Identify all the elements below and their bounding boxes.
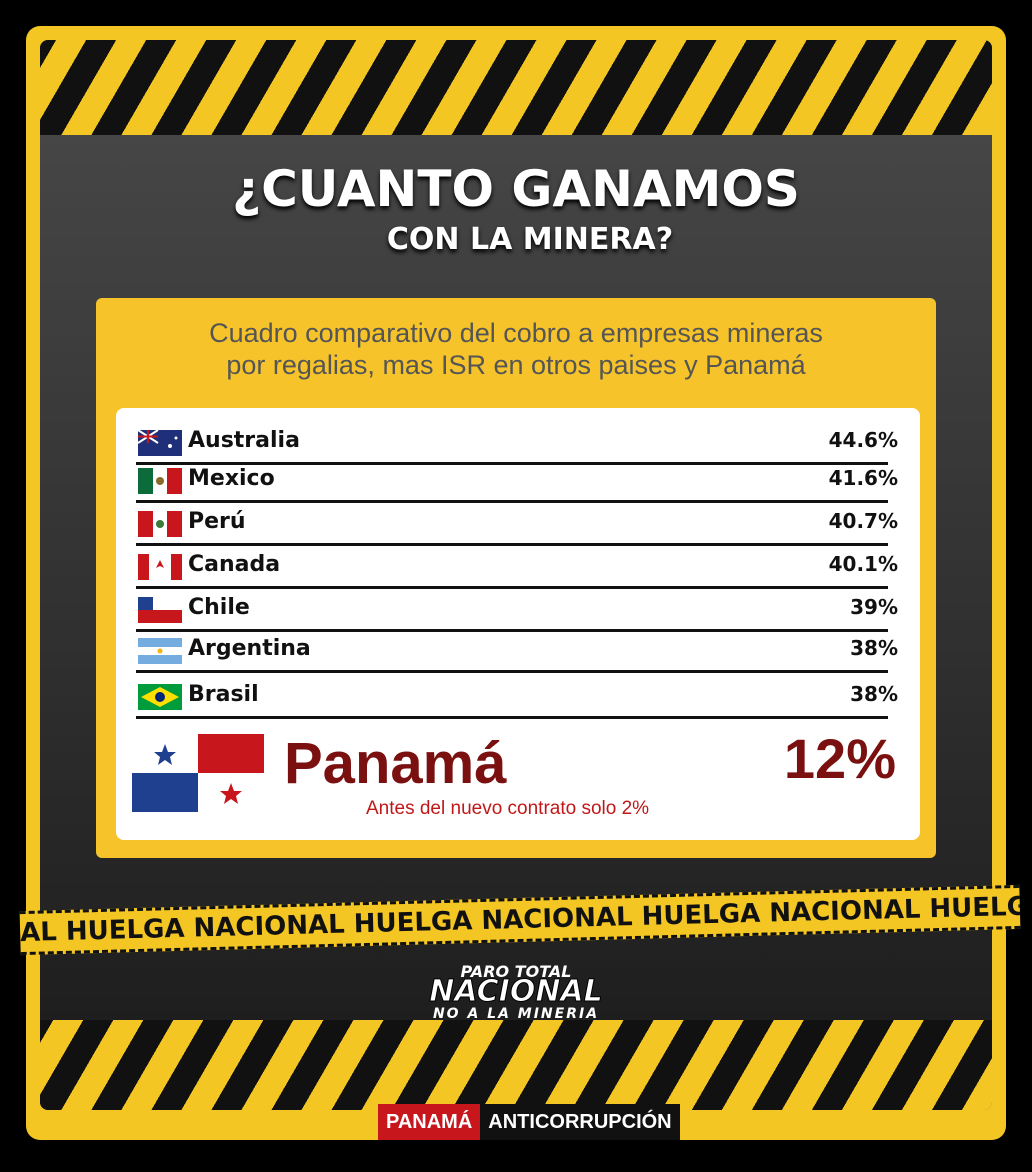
- country-row: Australia 44.6%: [136, 422, 898, 465]
- country-value: 38%: [850, 636, 898, 660]
- country-value: 39%: [850, 595, 898, 619]
- country-row: Perú 40.7%: [136, 503, 898, 546]
- country-value: 40.1%: [828, 552, 898, 576]
- country-value: 44.6%: [828, 428, 898, 452]
- flag: [138, 684, 182, 710]
- highlight-note: Antes del nuevo contrato solo 2%: [366, 798, 650, 819]
- panel: Panamá 12% Antes del nuevo contrato solo…: [116, 408, 920, 840]
- country-name: Chile: [188, 595, 250, 620]
- flag: [138, 430, 182, 456]
- country-name: Mexico: [188, 466, 275, 491]
- logo-line: PARO TOTAL: [460, 962, 572, 981]
- highlight-country: Panamá: [284, 731, 507, 796]
- country-name: Australia: [188, 428, 300, 453]
- card-heading: Cuadro comparativo del cobro a empresas …: [209, 318, 823, 348]
- flag: [138, 468, 182, 494]
- logo-line: NO A LA MINERIA: [432, 1006, 600, 1022]
- country-value: 41.6%: [828, 466, 898, 490]
- country-name: Brasil: [188, 682, 259, 707]
- panama-flag: [132, 734, 264, 812]
- country-value: 38%: [850, 682, 898, 706]
- country-name: Perú: [188, 509, 246, 534]
- flag: [138, 597, 182, 623]
- title: ¿CUANTO GANAMOS: [232, 160, 800, 218]
- flag: [138, 554, 182, 580]
- country-row: Brasil 38%: [136, 676, 898, 719]
- country-row: Chile 39%: [136, 589, 898, 632]
- footer-badge: PANAMÁ ANTICORRUPCIÓN: [378, 1104, 680, 1140]
- footer-left: PANAMÁ: [378, 1104, 481, 1140]
- country-row: Mexico 41.6%: [136, 460, 898, 503]
- country-row: Canada 40.1%: [136, 546, 898, 589]
- card-heading: por regalias, mas ISR en otros paises y …: [226, 350, 806, 380]
- hazard-stripes: [40, 40, 992, 135]
- flag: [138, 638, 182, 664]
- country-name: Argentina: [188, 636, 311, 661]
- hazard-stripes: [40, 1020, 992, 1110]
- country-value: 40.7%: [828, 509, 898, 533]
- country-name: Canada: [188, 552, 281, 577]
- card: Cuadro comparativo del cobro a empresas …: [96, 298, 936, 858]
- subtitle: CON LA MINERA?: [386, 222, 674, 257]
- country-row: Argentina 38%: [136, 630, 898, 673]
- flag: [138, 511, 182, 537]
- logo-line: NACIONAL: [429, 974, 604, 1010]
- highlight-value: 12%: [783, 727, 896, 790]
- footer-right: ANTICORRUPCIÓN: [480, 1104, 680, 1140]
